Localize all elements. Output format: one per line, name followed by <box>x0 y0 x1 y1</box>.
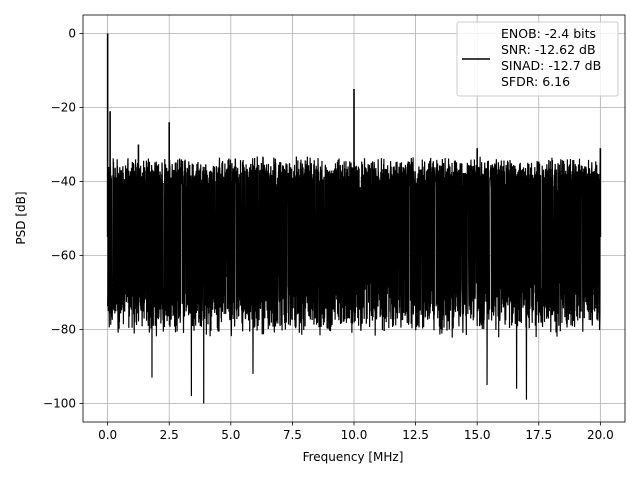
x-tick-label: 10.0 <box>341 428 368 442</box>
x-tick-label: 7.5 <box>283 428 302 442</box>
x-tick-label: 5.0 <box>221 428 240 442</box>
x-tick-label: 17.5 <box>525 428 552 442</box>
legend-snr: SNR: -12.62 dB <box>501 42 596 57</box>
legend-enob: ENOB: -2.4 bits <box>501 26 596 41</box>
x-tick-label: 12.5 <box>402 428 429 442</box>
y-tick-label: −40 <box>51 175 76 189</box>
legend-sinad: SINAD: -12.7 dB <box>501 58 601 73</box>
y-tick-label: −60 <box>51 249 76 263</box>
y-axis-label: PSD [dB] <box>14 191 28 244</box>
x-tick-label: 0.0 <box>98 428 117 442</box>
x-tick-label: 20.0 <box>587 428 614 442</box>
y-tick-label: −80 <box>51 323 76 337</box>
legend-sfdr: SFDR: 6.16 <box>501 74 570 89</box>
y-tick-label: 0 <box>68 27 76 41</box>
y-tick-label: −20 <box>51 101 76 115</box>
x-tick-label: 15.0 <box>464 428 491 442</box>
legend: ENOB: -2.4 bits SNR: -12.62 dB SINAD: -1… <box>457 22 618 96</box>
x-tick-label: 2.5 <box>160 428 179 442</box>
x-axis-label: Frequency [MHz] <box>303 450 404 464</box>
y-tick-label: −100 <box>43 397 76 411</box>
